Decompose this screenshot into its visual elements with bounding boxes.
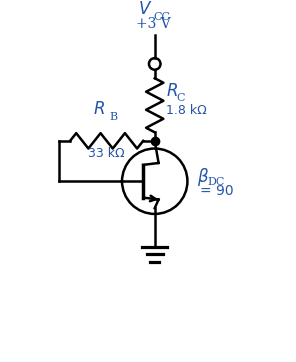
Text: 33 kΩ: 33 kΩ (88, 147, 125, 160)
Text: 1.8 kΩ: 1.8 kΩ (166, 104, 207, 117)
Text: $R$: $R$ (166, 83, 178, 100)
Text: CC: CC (154, 12, 171, 22)
Text: +3 V: +3 V (136, 17, 171, 31)
Text: = 90: = 90 (200, 184, 234, 198)
Text: DC: DC (207, 177, 225, 187)
Text: $R$: $R$ (93, 101, 105, 118)
Text: $V$: $V$ (138, 1, 152, 18)
Text: $\beta$: $\beta$ (197, 167, 209, 188)
Text: C: C (176, 93, 184, 102)
Text: B: B (110, 111, 118, 122)
